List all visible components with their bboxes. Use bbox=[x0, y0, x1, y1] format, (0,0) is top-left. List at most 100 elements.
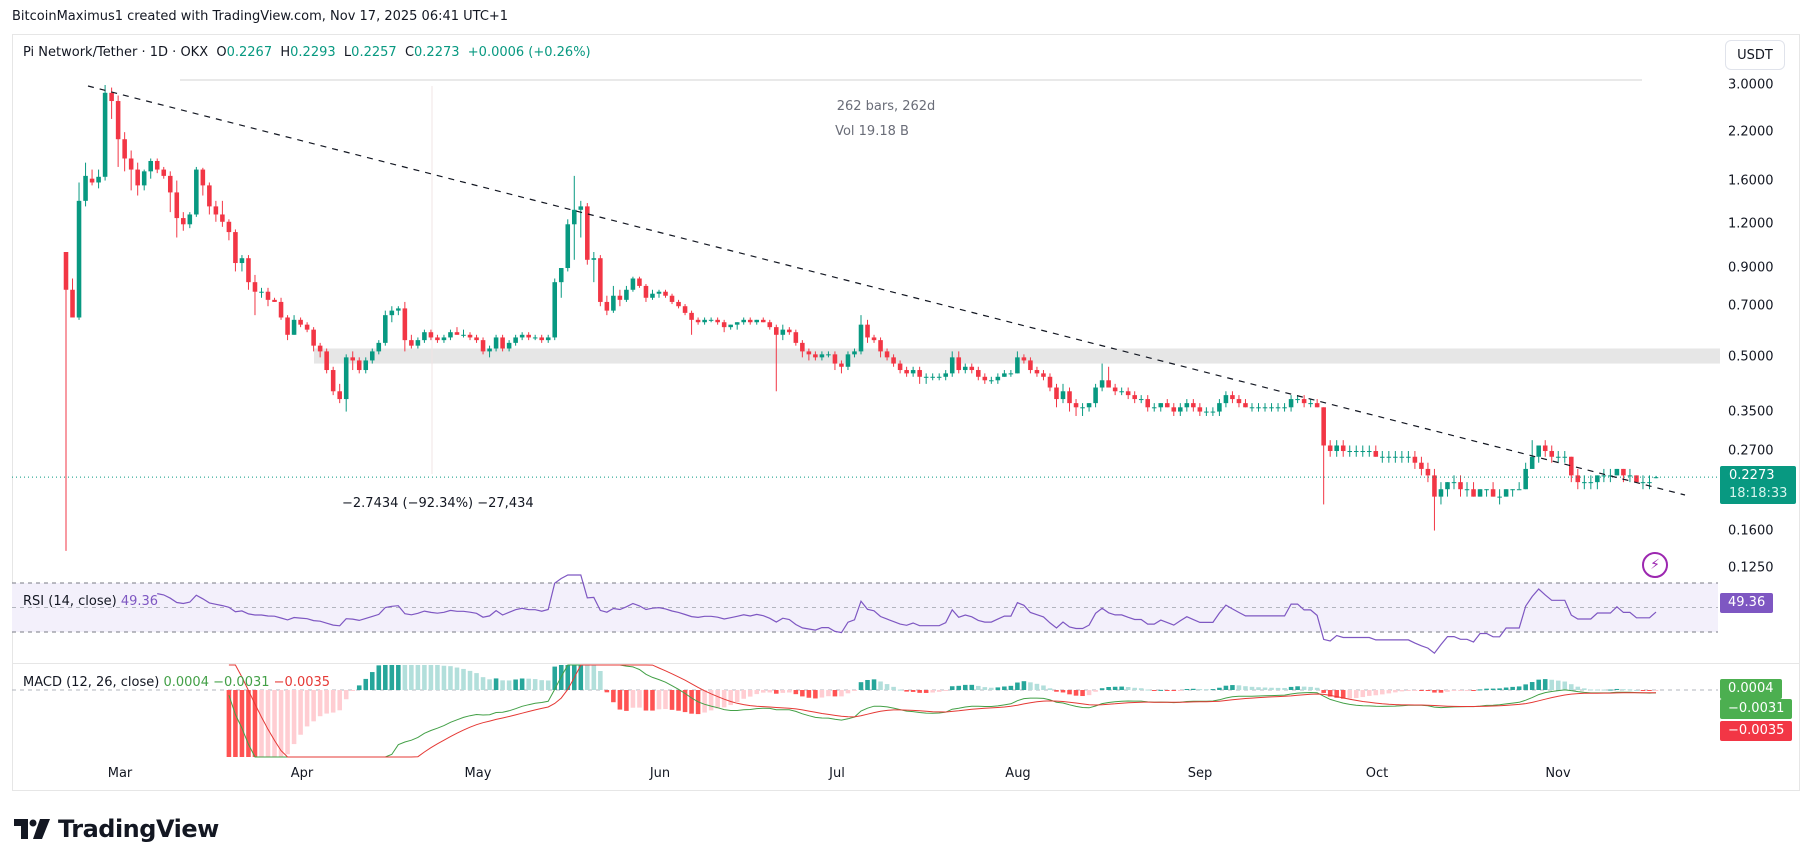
macd-histogram-bar bbox=[604, 690, 610, 693]
candle bbox=[1047, 376, 1053, 388]
macd-histogram-bar bbox=[689, 690, 694, 714]
macd-histogram-bar bbox=[1497, 688, 1502, 690]
candle bbox=[923, 376, 929, 378]
pane-separator[interactable] bbox=[12, 663, 1800, 664]
macd-histogram-bar bbox=[1484, 688, 1489, 690]
macd-histogram-bar bbox=[506, 680, 512, 690]
candle bbox=[167, 175, 173, 193]
macd-histogram-bar bbox=[1588, 689, 1594, 691]
price-tick: 0.7000 bbox=[1728, 298, 1774, 314]
tradingview-logo-icon bbox=[14, 819, 50, 839]
symbol-name[interactable]: Pi Network/Tether · 1D · OKX bbox=[23, 45, 209, 60]
macd-histogram-bar bbox=[1549, 679, 1555, 690]
macd-histogram-bar bbox=[1536, 679, 1541, 690]
rsi-legend: RSI (14, close) 49.36 bbox=[23, 594, 158, 609]
macd-histogram-bar bbox=[611, 690, 616, 703]
macd-histogram-bar bbox=[656, 690, 662, 710]
macd-histogram-bar bbox=[1432, 690, 1437, 693]
candle bbox=[585, 206, 590, 260]
candle bbox=[1112, 387, 1118, 392]
macd-histogram-bar bbox=[239, 690, 245, 757]
candle bbox=[1080, 407, 1085, 409]
candle bbox=[389, 310, 395, 316]
macd-histogram-bar bbox=[376, 665, 382, 690]
macd-histogram-bar bbox=[1269, 687, 1274, 690]
lightning-icon[interactable]: ⚡ bbox=[1642, 552, 1668, 578]
candle bbox=[1484, 489, 1489, 491]
macd-histogram-bar bbox=[474, 673, 479, 690]
candle bbox=[1334, 445, 1339, 452]
candle bbox=[317, 345, 323, 352]
currency-unit-button[interactable]: USDT bbox=[1725, 40, 1785, 70]
trendline[interactable] bbox=[87, 85, 1686, 496]
macd-histogram-bar bbox=[1569, 684, 1574, 690]
candle bbox=[396, 308, 401, 311]
macd-legend: MACD (12, 26, close) 0.0004 −0.0031 −0.0… bbox=[23, 675, 330, 690]
macd-histogram-bar bbox=[936, 690, 942, 692]
macd-histogram-bar bbox=[1366, 690, 1372, 696]
macd-histogram-bar bbox=[285, 690, 290, 755]
candle bbox=[871, 337, 877, 341]
candle bbox=[1249, 407, 1255, 409]
macd-histogram-bar bbox=[858, 682, 864, 690]
macd-histogram-bar bbox=[962, 684, 968, 690]
macd-histogram-bar bbox=[1653, 690, 1659, 691]
candle bbox=[441, 337, 447, 341]
candle bbox=[1327, 445, 1333, 452]
macd-histogram-bar bbox=[1295, 686, 1300, 690]
macd-histogram-bar bbox=[1151, 690, 1157, 691]
macd-histogram-bar bbox=[1125, 686, 1131, 690]
candle bbox=[63, 252, 69, 290]
macd-histogram-bar bbox=[324, 690, 329, 714]
macd-histogram-bar bbox=[643, 690, 649, 711]
macd-histogram-bar bbox=[369, 672, 375, 690]
candle bbox=[1002, 373, 1007, 377]
candle bbox=[1015, 357, 1020, 374]
candle bbox=[1575, 475, 1581, 483]
macd-histogram-bar bbox=[428, 665, 434, 690]
symbol-legend: Pi Network/Tether · 1D · OKX O0.2267 H0.… bbox=[23, 45, 591, 60]
macd-histogram-bar bbox=[1399, 690, 1405, 692]
candle bbox=[1145, 399, 1151, 408]
candle bbox=[962, 366, 968, 371]
macd-histogram-bar bbox=[806, 690, 812, 698]
macd-histogram-bar bbox=[1347, 690, 1353, 699]
candle bbox=[826, 354, 831, 356]
candle bbox=[148, 160, 153, 172]
candle bbox=[1432, 475, 1437, 497]
macd-histogram-bar bbox=[747, 690, 753, 697]
candle bbox=[832, 354, 838, 364]
candle bbox=[1060, 391, 1066, 400]
candle bbox=[415, 340, 421, 346]
macd-histogram-bar bbox=[774, 690, 779, 694]
macd-histogram-bar bbox=[891, 686, 896, 690]
macd-histogram-bar bbox=[1015, 682, 1020, 690]
macd-histogram-bar bbox=[1021, 681, 1027, 690]
price-tick: 0.2700 bbox=[1728, 443, 1774, 459]
candle bbox=[676, 301, 681, 307]
candle bbox=[949, 357, 955, 374]
macd-histogram-bar bbox=[389, 665, 395, 690]
candle bbox=[1086, 403, 1092, 408]
macd-histogram-bar bbox=[1425, 690, 1431, 691]
macd-histogram-bar bbox=[800, 690, 805, 697]
candle bbox=[1451, 482, 1457, 484]
candle bbox=[708, 319, 714, 321]
macd-histogram-bar bbox=[1321, 690, 1326, 693]
macd-histogram-bar bbox=[1529, 682, 1535, 690]
macd-histogram-bar bbox=[252, 690, 258, 757]
candle bbox=[220, 214, 225, 222]
candle bbox=[734, 322, 740, 325]
macd-histogram-bar bbox=[1608, 689, 1613, 691]
candle bbox=[1608, 475, 1613, 477]
candle bbox=[461, 334, 466, 336]
price-tick: 1.2000 bbox=[1728, 216, 1774, 232]
macd-histogram-bar bbox=[480, 677, 486, 690]
candle bbox=[819, 354, 825, 358]
candle bbox=[356, 360, 362, 371]
candle bbox=[800, 342, 805, 352]
candle bbox=[337, 391, 342, 400]
candle bbox=[1067, 391, 1072, 404]
price-tick: 0.5000 bbox=[1728, 349, 1774, 365]
